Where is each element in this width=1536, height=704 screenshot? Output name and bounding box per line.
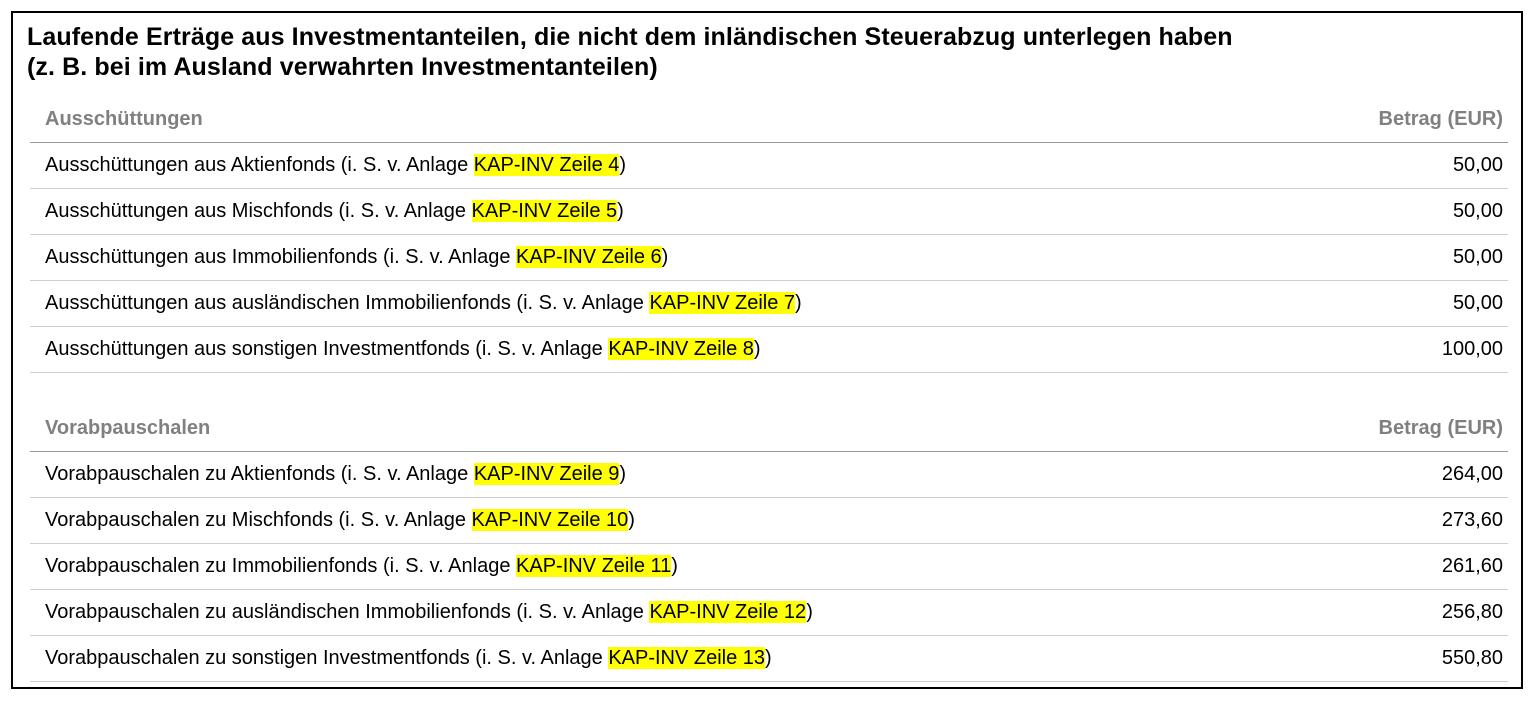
row-amount: 50,00 [1452,154,1503,176]
row-amount: 261,60 [1441,555,1503,577]
row-suffix: ) [661,246,669,268]
section-title: Ausschüttungen [45,108,203,130]
document-frame: Laufende Erträge aus Investmentanteilen,… [11,11,1523,689]
row-suffix: ) [765,647,772,669]
amount-column-header: Betrag (EUR) [1378,108,1503,130]
table-row: Ausschüttungen aus Mischfonds (i. S. v. … [30,189,1508,235]
table-row: Ausschüttungen aus Aktienfonds (i. S. v.… [30,143,1508,189]
section-header: Vorabpauschalen Betrag (EUR) [30,406,1508,452]
row-amount: 256,80 [1441,601,1503,623]
row-description: Ausschüttungen aus Mischfonds (i. S. v. … [45,200,624,223]
row-prefix: Ausschüttungen aus sonstigen Investmentf… [45,338,609,360]
highlighted-reference: KAP-INV Zeile 11 [516,555,672,577]
row-suffix: ) [628,509,635,531]
row-suffix: ) [671,555,678,577]
section-title: Vorabpauschalen [45,417,211,439]
amount-column-header: Betrag (EUR) [1378,417,1503,439]
table-row: Vorabpauschalen zu Mischfonds (i. S. v. … [30,498,1508,544]
table-row: Vorabpauschalen zu sonstigen Investmentf… [30,636,1508,682]
row-prefix: Ausschüttungen aus Aktienfonds (i. S. v.… [45,154,474,176]
row-suffix: ) [753,338,761,360]
highlighted-reference: KAP-INV Zeile 12 [649,601,807,623]
row-description: Ausschüttungen aus Immobilienfonds (i. S… [45,246,668,269]
row-prefix: Vorabpauschalen zu sonstigen Investmentf… [45,647,609,669]
row-prefix: Ausschüttungen aus ausländischen Immobil… [45,292,650,314]
row-amount: 50,00 [1452,246,1503,268]
title-line-2: (z. B. bei im Ausland verwahrten Investm… [27,53,658,81]
row-description: Ausschüttungen aus sonstigen Investmentf… [45,338,761,361]
row-description: Vorabpauschalen zu Mischfonds (i. S. v. … [45,509,635,532]
highlighted-reference: KAP-INV Zeile 10 [471,509,629,531]
section-ausschuettungen: Ausschüttungen Betrag (EUR) Ausschüttung… [30,97,1508,373]
row-amount: 50,00 [1452,292,1503,314]
table-row: Ausschüttungen aus ausländischen Immobil… [30,281,1508,327]
highlighted-reference: KAP-INV Zeile 13 [608,647,766,669]
row-amount: 264,00 [1441,463,1503,485]
table-row: Vorabpauschalen zu Immobilienfonds (i. S… [30,544,1508,590]
section-vorabpauschalen: Vorabpauschalen Betrag (EUR) Vorabpausch… [30,406,1508,682]
table-row: Vorabpauschalen zu Aktienfonds (i. S. v.… [30,452,1508,498]
table-row: Ausschüttungen aus Immobilienfonds (i. S… [30,235,1508,281]
row-prefix: Vorabpauschalen zu Immobilienfonds (i. S… [45,555,517,577]
document-title: Laufende Erträge aus Investmentanteilen,… [27,22,1233,82]
row-description: Vorabpauschalen zu sonstigen Investmentf… [45,647,772,670]
row-prefix: Vorabpauschalen zu Mischfonds (i. S. v. … [45,509,472,531]
row-amount: 50,00 [1452,200,1503,222]
row-prefix: Ausschüttungen aus Immobilienfonds (i. S… [45,246,517,268]
highlighted-reference: KAP-INV Zeile 7 [649,292,796,314]
row-amount: 550,80 [1441,647,1503,669]
highlighted-reference: KAP-INV Zeile 9 [473,463,620,485]
highlighted-reference: KAP-INV Zeile 4 [473,154,620,176]
table-row: Ausschüttungen aus sonstigen Investmentf… [30,327,1508,373]
highlighted-reference: KAP-INV Zeile 5 [471,200,618,222]
row-description: Vorabpauschalen zu Immobilienfonds (i. S… [45,555,678,578]
row-amount: 100,00 [1441,338,1503,360]
row-description: Ausschüttungen aus Aktienfonds (i. S. v.… [45,154,626,177]
row-suffix: ) [619,154,627,176]
row-description: Vorabpauschalen zu Aktienfonds (i. S. v.… [45,463,626,486]
row-suffix: ) [795,292,802,314]
row-prefix: Vorabpauschalen zu ausländischen Immobil… [45,601,650,623]
row-suffix: ) [806,601,813,623]
row-suffix: ) [619,463,627,485]
section-header: Ausschüttungen Betrag (EUR) [30,97,1508,143]
highlighted-reference: KAP-INV Zeile 8 [608,338,754,360]
row-suffix: ) [617,200,624,222]
row-description: Vorabpauschalen zu ausländischen Immobil… [45,601,813,624]
table-row: Vorabpauschalen zu ausländischen Immobil… [30,590,1508,636]
row-description: Ausschüttungen aus ausländischen Immobil… [45,292,802,315]
row-amount: 273,60 [1441,509,1503,531]
title-line-1: Laufende Erträge aus Investmentanteilen,… [27,23,1233,51]
row-prefix: Vorabpauschalen zu Aktienfonds (i. S. v.… [45,463,474,485]
highlighted-reference: KAP-INV Zeile 6 [516,246,662,268]
row-prefix: Ausschüttungen aus Mischfonds (i. S. v. … [45,200,472,222]
